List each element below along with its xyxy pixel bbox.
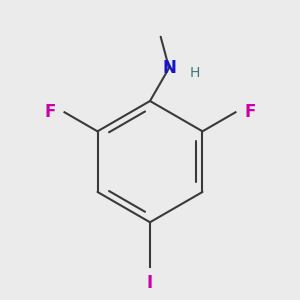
Text: I: I xyxy=(147,274,153,292)
Text: N: N xyxy=(162,59,176,77)
Text: F: F xyxy=(244,103,256,121)
Text: F: F xyxy=(44,103,56,121)
Text: H: H xyxy=(190,66,200,80)
